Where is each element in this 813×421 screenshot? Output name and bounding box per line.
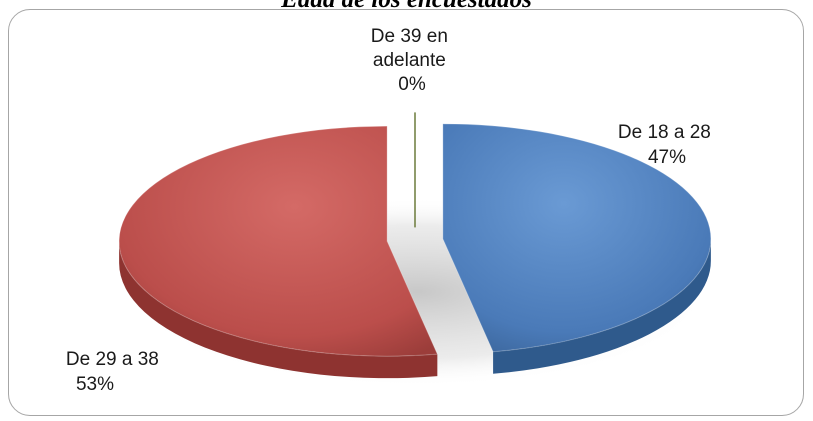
slice-label-39-plus-percent: 0% <box>398 74 426 95</box>
slice-label-39-plus-name-1: De 39 en <box>371 26 448 47</box>
slice-label-29-38-percent: 53% <box>76 374 114 395</box>
slice-label-18-28-percent: 47% <box>648 147 686 168</box>
slice-label-29-38: De 29 a 38 53% <box>66 349 164 395</box>
slice-label-39-plus-name-2: adelante <box>373 50 446 71</box>
chart-title: Edad de los encuestados <box>0 0 813 14</box>
slice-label-39-plus: De 39 en adelante 0% <box>371 26 453 95</box>
slice-label-18-28-name: De 18 a 28 <box>618 122 711 143</box>
slice-label-29-38-name: De 29 a 38 <box>66 349 159 370</box>
